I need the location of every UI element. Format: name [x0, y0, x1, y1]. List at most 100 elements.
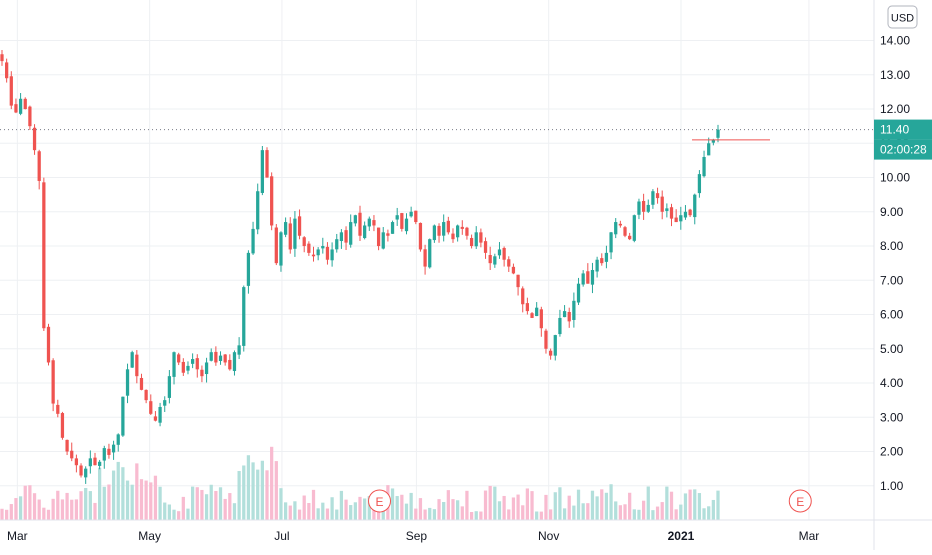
volume-bar [321, 502, 325, 520]
candle-body [74, 458, 79, 466]
candle-body [660, 196, 664, 212]
volume-bar [469, 511, 474, 520]
candle-body [246, 252, 251, 286]
volume-bar [107, 484, 111, 520]
time-tick-label: Nov [538, 529, 559, 543]
candle-body [432, 225, 437, 241]
time-tick-label: Sep [406, 529, 428, 543]
volume-bar [390, 488, 395, 520]
candle-body [683, 211, 688, 218]
volume-bar [98, 467, 102, 520]
volume-bar [125, 480, 130, 520]
candle-body [214, 351, 218, 363]
candle-body [116, 434, 120, 445]
volume-bar [93, 502, 97, 520]
volume-bar [679, 504, 683, 520]
candle-body [9, 76, 13, 106]
volume-bar [516, 494, 520, 520]
volume-bar [539, 511, 543, 520]
candle-body [88, 458, 92, 467]
volume-bar [381, 509, 385, 520]
volume-bar [488, 485, 492, 520]
candle-body [139, 377, 144, 390]
candle-body [65, 439, 69, 452]
volume-bar [60, 499, 65, 520]
candle-body [23, 98, 27, 110]
earnings-marker[interactable]: E [788, 489, 812, 513]
candle-body [177, 354, 181, 363]
candle-body [195, 358, 199, 370]
candle-body [418, 222, 423, 250]
volume-bar [548, 509, 553, 520]
candle-body [274, 227, 278, 264]
last-price-badge: 11.40 02:00:28 [874, 119, 932, 160]
volume-bar [288, 505, 292, 520]
candle-body [390, 222, 395, 234]
volume-bar [497, 501, 502, 520]
volume-bar [367, 496, 371, 520]
candle-body [553, 335, 557, 356]
volume-bar [702, 508, 706, 520]
volume-bar [586, 503, 590, 520]
candle-body [172, 352, 176, 377]
volume-bar [456, 500, 460, 520]
candle-body [628, 235, 632, 240]
volume-bar [400, 494, 404, 520]
candle-body [702, 156, 706, 177]
candle-body [409, 211, 413, 217]
volume-bar [581, 503, 585, 520]
candle-body [637, 201, 641, 215]
candle-body [604, 252, 609, 262]
bar-countdown: 02:00:28 [880, 143, 927, 157]
candle-body [242, 287, 246, 346]
candle-body [711, 139, 715, 143]
earnings-marker[interactable]: E [368, 489, 392, 513]
volume-bar [325, 508, 330, 520]
volume-bar [195, 487, 199, 520]
earnings-label: E [376, 495, 384, 509]
volume-bar [139, 479, 144, 520]
candle-body [130, 352, 134, 368]
volume-bar [562, 508, 567, 520]
candle-body [451, 233, 455, 240]
candle-body [497, 249, 502, 256]
volume-bar [632, 509, 636, 520]
candle-body [456, 225, 460, 238]
candle-body [446, 220, 450, 233]
volume-bar [511, 497, 516, 520]
volume-bar [46, 509, 51, 520]
candle-body [693, 194, 697, 218]
volume-bar [572, 505, 576, 520]
candle-body [270, 176, 274, 226]
volume-bar [614, 501, 618, 520]
candle-body [530, 313, 534, 318]
candle-body [335, 239, 339, 250]
volume-bar [214, 490, 218, 520]
volume-bar [223, 498, 227, 520]
candle-body [488, 255, 492, 264]
volume-bar [56, 490, 60, 520]
candle-body [632, 215, 636, 241]
candle-body [181, 361, 185, 373]
price-tick-label: 12.00 [880, 102, 910, 116]
candle-body [153, 416, 158, 421]
volume-bar [279, 488, 283, 520]
candle-body [311, 254, 316, 257]
time-axis[interactable]: Mar May Jul Sep Nov 2021 Mar [7, 529, 819, 543]
volume-bar [590, 490, 595, 520]
currency-badge[interactable]: USD [887, 5, 918, 29]
candle-body [618, 223, 622, 226]
candle-body [651, 191, 655, 205]
candle-body [209, 352, 213, 361]
candle-body [149, 401, 153, 414]
volume-bar [525, 488, 530, 520]
volume-bar [65, 492, 69, 520]
candle-body [265, 150, 269, 178]
candle-body [679, 215, 683, 222]
candles[interactable] [0, 50, 720, 484]
volume-bar [260, 460, 264, 520]
